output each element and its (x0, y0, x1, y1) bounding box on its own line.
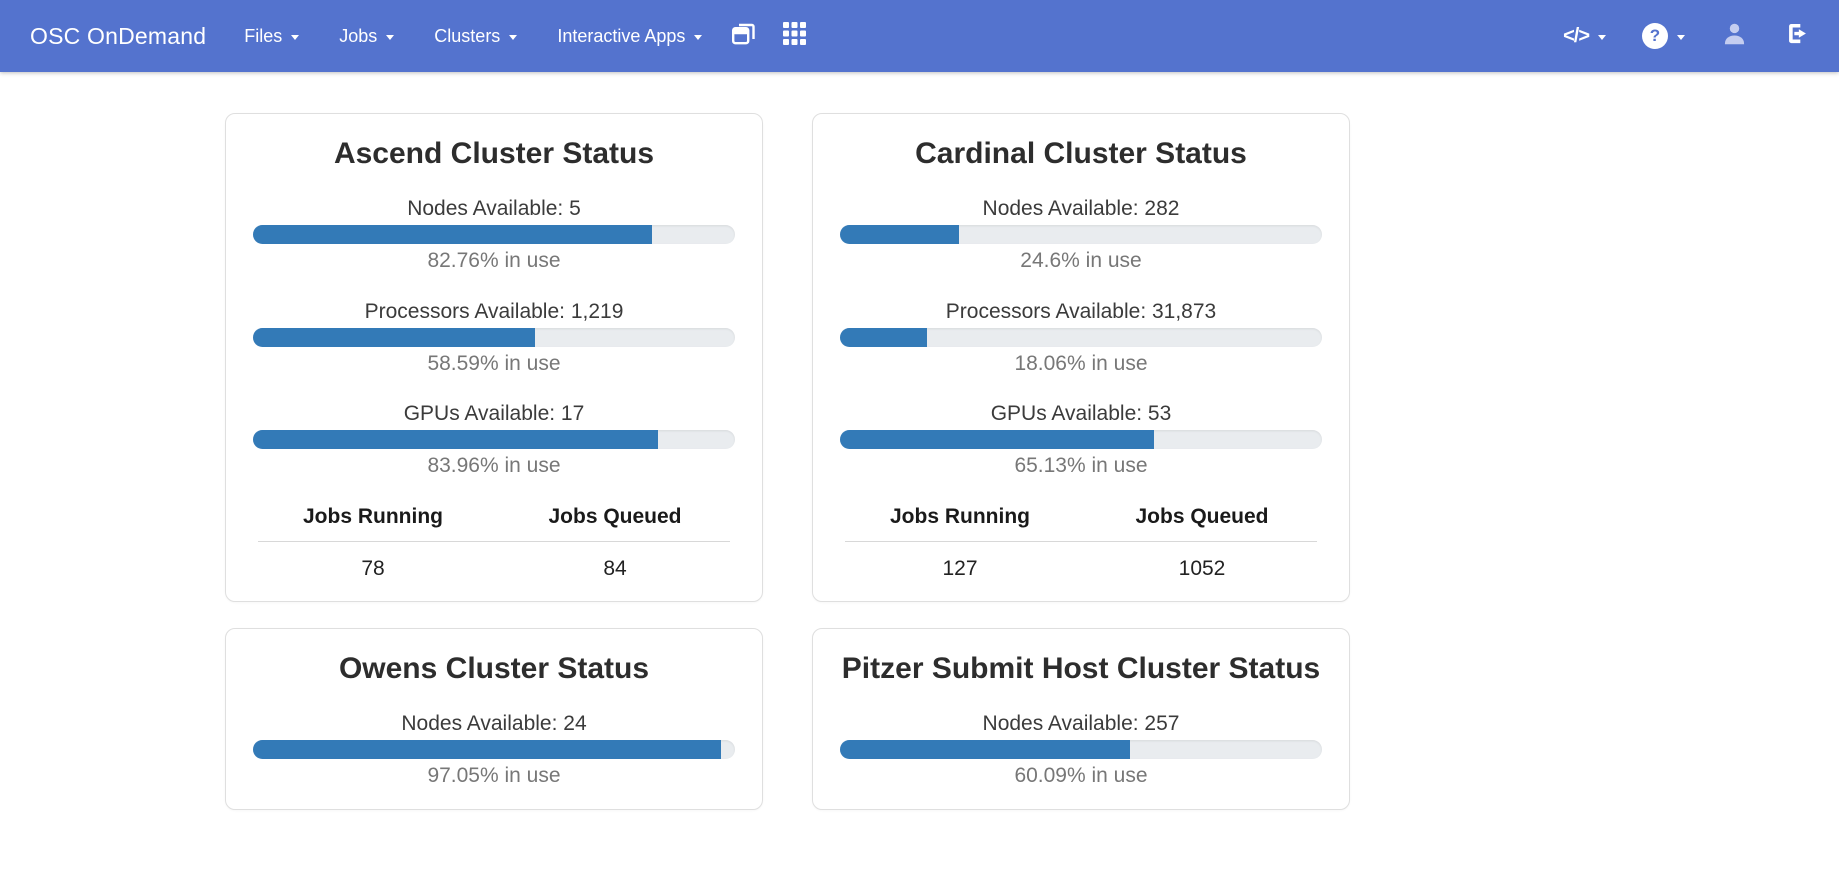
card-title: Owens Cluster Status (338, 651, 650, 685)
metric-label: Nodes Available: 24 (401, 711, 587, 735)
caret-down-icon (694, 35, 703, 40)
help-menu[interactable]: ? (1642, 23, 1685, 49)
metric-percent: 82.76% in use (427, 249, 561, 273)
app-grid-icon (783, 22, 807, 50)
nav-icon-buttons (730, 20, 807, 52)
open-in-new-window-button[interactable] (730, 20, 757, 52)
metric-nodes: Nodes Available: 282 24.6% in use (839, 196, 1323, 275)
metric-nodes: Nodes Available: 5 82.76% in use (252, 196, 736, 275)
metric-gpus: GPUs Available: 53 65.13% in use (839, 401, 1323, 480)
menu-interactive-apps[interactable]: Interactive Apps (557, 25, 703, 47)
menu-interactive-apps-label: Interactive Apps (557, 25, 686, 46)
jobs-queued-value: 1052 (1178, 556, 1226, 580)
menu-jobs-label: Jobs (339, 25, 378, 46)
caret-down-icon (1677, 35, 1685, 40)
progress-track (253, 327, 735, 347)
metric-percent: 18.06% in use (1014, 351, 1148, 375)
jobs-running-header: Jobs Running (303, 504, 443, 528)
menu-clusters-label: Clusters (434, 25, 501, 46)
metric-label: Nodes Available: 282 (982, 197, 1180, 220)
progress-track (253, 739, 735, 759)
card-title: Ascend Cluster Status (333, 137, 655, 170)
logout-button[interactable] (1784, 20, 1811, 52)
cluster-card-cardinal: Cardinal Cluster Status Nodes Available:… (812, 113, 1350, 602)
card-title: Pitzer Submit Host Cluster Status (841, 651, 1321, 685)
menu-files[interactable]: Files (244, 25, 300, 47)
metric-gpus: GPUs Available: 17 83.96% in use (252, 401, 736, 480)
progress-track (840, 225, 1322, 245)
menu-files-label: Files (244, 25, 283, 46)
progress-fill (840, 327, 928, 347)
code-icon: </> (1563, 24, 1590, 47)
cluster-status-dashboard: Ascend Cluster Status Nodes Available: 5… (225, 113, 1350, 810)
all-apps-button[interactable] (783, 22, 807, 50)
progress-track (840, 327, 1322, 347)
jobs-queued-header: Jobs Queued (548, 504, 682, 528)
metric-label: GPUs Available: 17 (403, 402, 585, 425)
jobs-running-value: 78 (361, 556, 385, 580)
jobs-table: Jobs Running Jobs Queued 127 1052 (839, 505, 1323, 581)
progress-track (253, 430, 735, 450)
metric-processors: Processors Available: 1,219 58.59% in us… (252, 299, 736, 378)
jobs-queued-header: Jobs Queued (1135, 504, 1269, 528)
metric-label: GPUs Available: 53 (990, 402, 1172, 425)
caret-down-icon (509, 35, 518, 40)
metric-percent: 60.09% in use (1014, 763, 1148, 787)
progress-fill (840, 739, 1130, 759)
card-title: Cardinal Cluster Status (915, 137, 1247, 170)
progress-fill (253, 430, 658, 450)
develop-menu[interactable]: </> (1563, 25, 1606, 48)
metric-processors: Processors Available: 31,873 18.06% in u… (839, 299, 1323, 378)
top-navbar: OSC OnDemand Files Jobs Clusters Interac… (0, 0, 1839, 72)
jobs-running-value: 127 (942, 556, 978, 580)
metric-label: Processors Available: 31,873 (945, 299, 1217, 323)
nav-right-group: </> ? (1563, 20, 1811, 52)
menu-jobs[interactable]: Jobs (339, 25, 395, 47)
sign-out-icon (1784, 20, 1811, 52)
jobs-running-header: Jobs Running (890, 504, 1030, 528)
metric-label: Processors Available: 1,219 (364, 299, 624, 323)
metric-percent: 97.05% in use (427, 763, 561, 787)
metric-nodes: Nodes Available: 24 97.05% in use (252, 711, 736, 790)
caret-down-icon (386, 35, 395, 40)
jobs-divider (845, 540, 1317, 542)
caret-down-icon (291, 35, 300, 40)
metric-percent: 65.13% in use (1014, 454, 1148, 478)
progress-track (840, 430, 1322, 450)
progress-fill (253, 327, 536, 347)
metric-label: Nodes Available: 257 (982, 711, 1180, 735)
jobs-table: Jobs Running Jobs Queued 78 84 (252, 505, 736, 581)
cluster-card-pitzer: Pitzer Submit Host Cluster Status Nodes … (812, 627, 1350, 810)
window-restore-icon (730, 20, 757, 52)
progress-fill (840, 430, 1154, 450)
metric-percent: 83.96% in use (427, 454, 561, 478)
jobs-divider (258, 540, 730, 542)
progress-track (253, 225, 735, 245)
progress-fill (840, 225, 959, 245)
person-icon (1721, 20, 1748, 52)
cluster-card-ascend: Ascend Cluster Status Nodes Available: 5… (225, 113, 763, 602)
jobs-queued-value: 84 (603, 556, 627, 580)
nav-menus: Files Jobs Clusters Interactive Apps (244, 25, 703, 47)
question-circle-icon: ? (1642, 23, 1668, 49)
metric-percent: 24.6% in use (1020, 249, 1142, 273)
metric-nodes: Nodes Available: 257 60.09% in use (839, 711, 1323, 790)
user-button[interactable] (1721, 20, 1748, 52)
metric-percent: 58.59% in use (427, 351, 561, 375)
menu-clusters[interactable]: Clusters (434, 25, 518, 47)
progress-fill (253, 739, 721, 759)
brand-link[interactable]: OSC OnDemand (30, 22, 207, 49)
metric-label: Nodes Available: 5 (407, 197, 581, 220)
progress-track (840, 739, 1322, 759)
cluster-card-owens: Owens Cluster Status Nodes Available: 24… (225, 627, 763, 810)
caret-down-icon (1598, 35, 1606, 40)
progress-fill (253, 225, 652, 245)
